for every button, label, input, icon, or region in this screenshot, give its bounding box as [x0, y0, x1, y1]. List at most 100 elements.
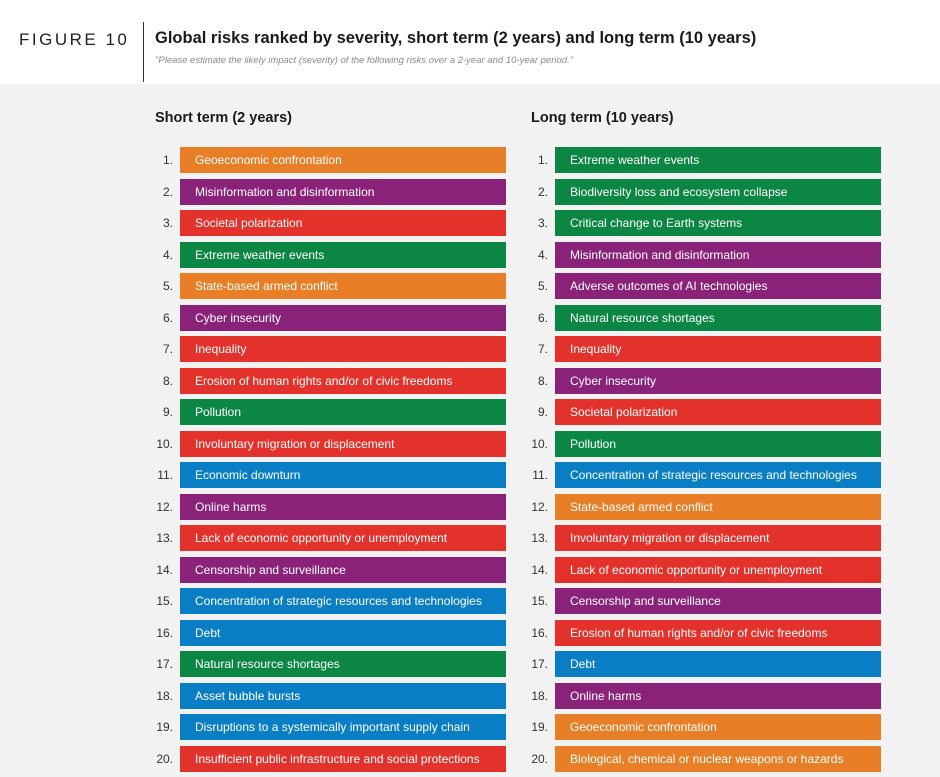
rank-number: 5. [537, 279, 548, 293]
risk-bar: Debt [180, 619, 506, 646]
rank-number: 2. [537, 184, 548, 199]
rank-number: 9. [537, 405, 548, 419]
short-term-row: 16. Debt [140, 619, 510, 646]
long-term-row: 9. Societal polarization [515, 399, 885, 425]
long-term-row: 12. State-based armed conflict [515, 493, 885, 520]
risk-bar: Concentration of strategic resources and… [180, 588, 506, 614]
rank-number: 4. [162, 247, 173, 262]
rank-number: 11. [157, 468, 173, 482]
short-term-heading: Short term (2 years) [155, 110, 292, 126]
rank-number: 15. [156, 594, 173, 608]
risk-bar: Concentration of strategic resources and… [555, 462, 881, 488]
risk-bar: Censorship and surveillance [555, 588, 881, 614]
long-term-row: 17. Debt [515, 651, 885, 677]
risk-bar: Misinformation and disinformation [180, 178, 506, 205]
risk-bar: Pollution [555, 430, 881, 457]
rank-number: 8. [162, 373, 173, 388]
risk-bar: Debt [555, 651, 881, 677]
rank-number: 2. [162, 184, 173, 199]
rank-number: 13. [531, 531, 548, 545]
short-term-row: 6. Cyber insecurity [140, 304, 510, 331]
risk-bar: Biodiversity loss and ecosystem collapse [555, 178, 881, 205]
risk-bar: Geoeconomic confrontation [180, 147, 506, 173]
rank-number: 6. [537, 310, 548, 325]
long-term-heading: Long term (10 years) [531, 110, 674, 126]
long-term-row: 8. Cyber insecurity [515, 367, 885, 394]
long-term-row: 1. Extreme weather events [515, 147, 885, 173]
rank-number: 14. [531, 562, 548, 577]
risk-bar: Erosion of human rights and/or of civic … [555, 619, 881, 646]
rank-number: 3. [162, 216, 173, 230]
rank-number: 6. [162, 310, 173, 325]
risk-bar: Adverse outcomes of AI technologies [555, 273, 881, 299]
risk-bar: Inequality [180, 336, 506, 362]
risk-bar: Geoeconomic confrontation [555, 714, 881, 740]
risk-bar: Extreme weather events [180, 241, 506, 268]
rank-number: 18. [531, 688, 548, 703]
short-term-row: 9. Pollution [140, 399, 510, 425]
risk-bar: Economic downturn [180, 462, 506, 488]
rank-number: 20. [156, 751, 173, 766]
short-term-row: 7. Inequality [140, 336, 510, 362]
short-term-row: 4. Extreme weather events [140, 241, 510, 268]
long-term-row: 19. Geoeconomic confrontation [515, 714, 885, 740]
long-term-row: 18. Online harms [515, 682, 885, 709]
short-term-row: 19. Disruptions to a systemically importa… [140, 714, 510, 740]
short-term-row: 14. Censorship and surveillance [140, 556, 510, 583]
short-term-row: 18. Asset bubble bursts [140, 682, 510, 709]
long-term-row: 14. Lack of economic opportunity or unemp… [515, 556, 885, 583]
rank-number: 10. [156, 436, 173, 451]
rank-number: 3. [537, 216, 548, 230]
long-term-row: 3. Critical change to Earth systems [515, 210, 885, 236]
figure-header: FIGURE 10 Global risks ranked by severit… [0, 0, 940, 84]
risk-bar: Societal polarization [180, 210, 506, 236]
long-term-row: 15. Censorship and surveillance [515, 588, 885, 614]
risk-bar: Cyber insecurity [555, 367, 881, 394]
short-term-row: 13. Lack of economic opportunity or unemp… [140, 525, 510, 551]
risk-bar: Extreme weather events [555, 147, 881, 173]
rank-number: 7. [162, 342, 173, 356]
risk-bar: Lack of economic opportunity or unemploy… [180, 525, 506, 551]
rank-number: 18. [156, 688, 173, 703]
rank-number: 12. [531, 499, 548, 514]
header-divider [143, 22, 144, 82]
figure-label: FIGURE 10 [19, 30, 130, 49]
rank-number: 8. [537, 373, 548, 388]
risk-bar: Involuntary migration or displacement [555, 525, 881, 551]
risk-bar: Asset bubble bursts [180, 682, 506, 709]
risk-bar: Censorship and surveillance [180, 556, 506, 583]
figure-subtitle: "Please estimate the likely impact (seve… [155, 55, 574, 66]
risk-bar: Critical change to Earth systems [555, 210, 881, 236]
short-term-row: 12. Online harms [140, 493, 510, 520]
long-term-row: 11. Concentration of strategic resources … [515, 462, 885, 488]
rank-number: 1. [537, 153, 548, 167]
rank-number: 17. [156, 657, 173, 671]
rank-number: 12. [156, 499, 173, 514]
rank-number: 9. [162, 405, 173, 419]
rank-number: 19. [531, 720, 548, 734]
rank-number: 4. [537, 247, 548, 262]
long-term-row: 7. Inequality [515, 336, 885, 362]
risk-bar: Misinformation and disinformation [555, 241, 881, 268]
long-term-row: 10. Pollution [515, 430, 885, 457]
rank-number: 15. [531, 594, 548, 608]
risk-bar: Natural resource shortages [555, 304, 881, 331]
rank-number: 19. [156, 720, 173, 734]
long-term-row: 5. Adverse outcomes of AI technologies [515, 273, 885, 299]
risk-bar: Natural resource shortages [180, 651, 506, 677]
short-term-row: 15. Concentration of strategic resources … [140, 588, 510, 614]
rank-number: 7. [537, 342, 548, 356]
rank-number: 16. [531, 625, 548, 640]
risk-bar: Societal polarization [555, 399, 881, 425]
risk-bar: Erosion of human rights and/or of civic … [180, 367, 506, 394]
long-term-row: 16. Erosion of human rights and/or of civ… [515, 619, 885, 646]
risk-bar: State-based armed conflict [555, 493, 881, 520]
risk-bar: Cyber insecurity [180, 304, 506, 331]
risk-bar: Pollution [180, 399, 506, 425]
long-term-row: 4. Misinformation and disinformation [515, 241, 885, 268]
risk-bar: Lack of economic opportunity or unemploy… [555, 556, 881, 583]
risk-bar: Involuntary migration or displacement [180, 430, 506, 457]
risk-bar: Disruptions to a systemically important … [180, 714, 506, 740]
risk-bar: Biological, chemical or nuclear weapons … [555, 745, 881, 772]
rank-number: 11. [532, 468, 548, 482]
